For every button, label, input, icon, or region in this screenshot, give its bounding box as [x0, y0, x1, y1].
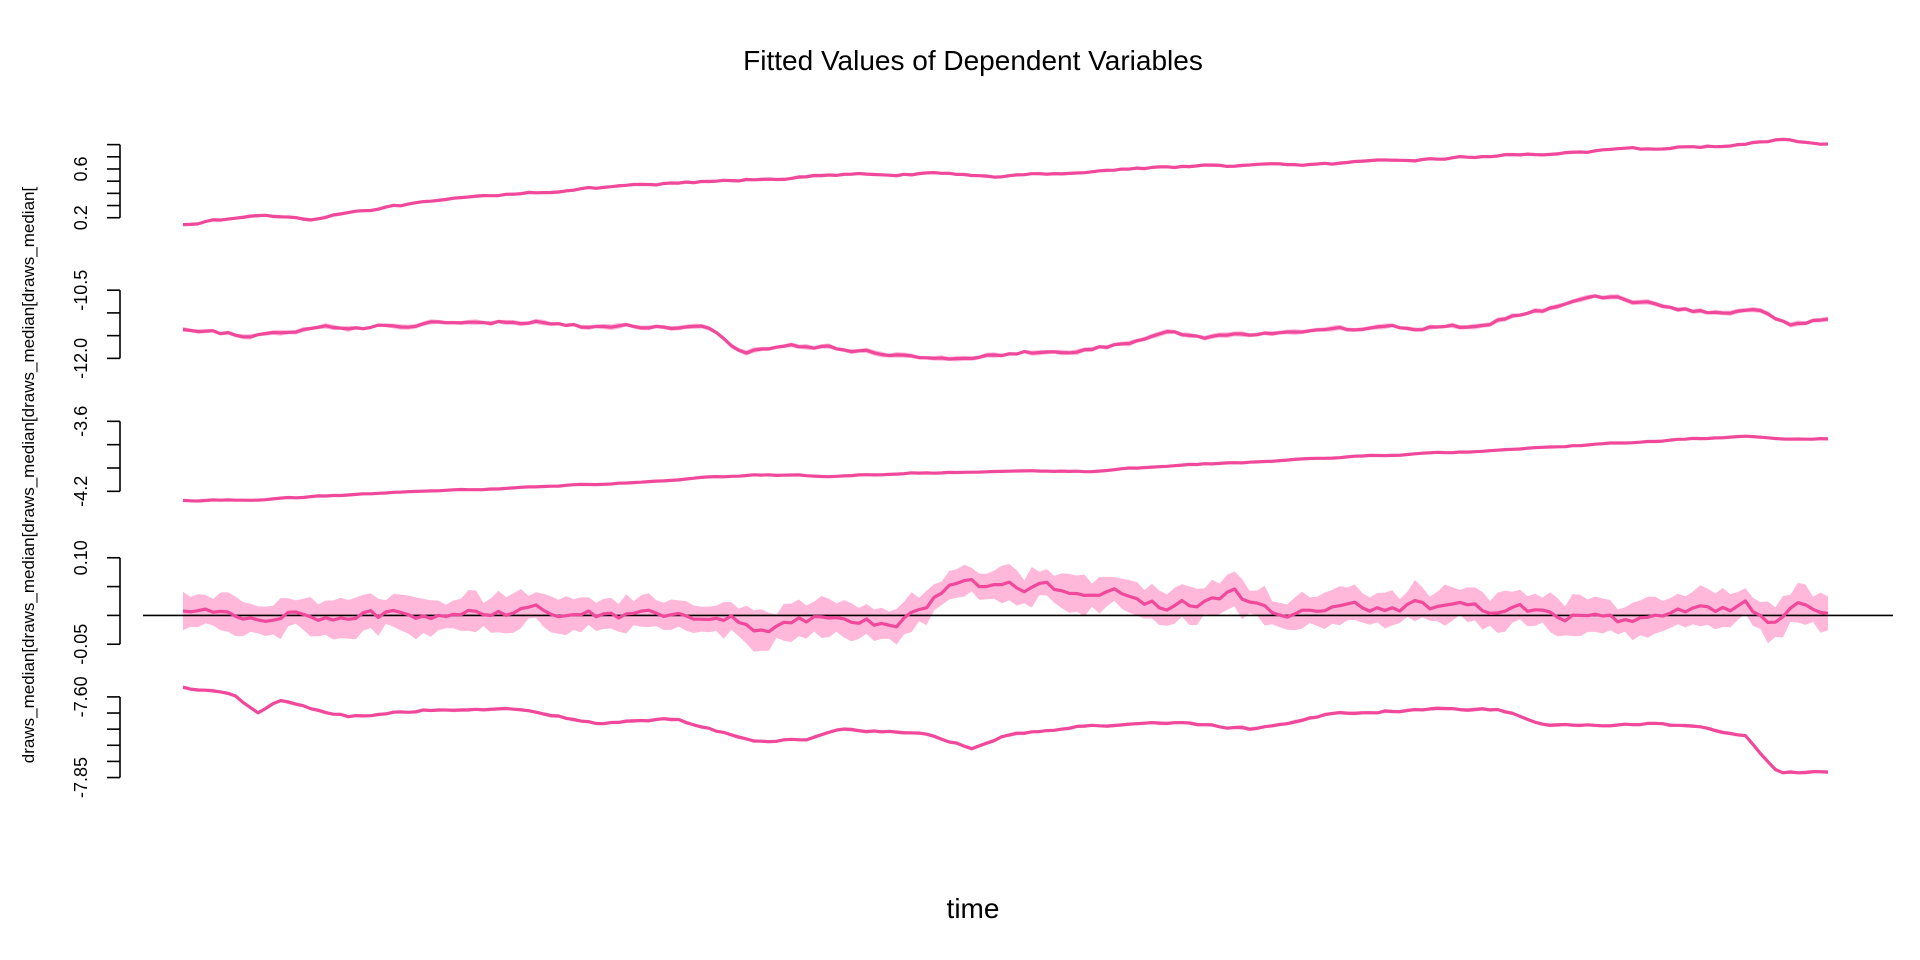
panel-4: -0.05 0.10 [71, 540, 1893, 665]
panel-2-credible-band [183, 294, 1828, 362]
panel-3: -4.2 -3.6 [71, 406, 1829, 507]
panel-3-median-line [182, 434, 1829, 503]
panel-4-y-tick-label: -0.05 [71, 624, 91, 665]
x-axis-label: time [947, 893, 1000, 924]
panel-4-y-tick-label: 0.10 [71, 540, 91, 575]
panel-2-y-tick-label: -10.5 [71, 270, 91, 311]
panel-2-median-line [182, 294, 1829, 361]
panel-5: -7.85 -7.60 [71, 676, 1829, 798]
panel-4-credible-band [183, 564, 1828, 652]
panel-3-y-tick-label: -4.2 [71, 476, 91, 507]
panel-2-y-tick-label: -12.0 [71, 338, 91, 379]
y-axis-label: draws_median[draws_median[draws_median[d… [19, 187, 38, 764]
panel-5-credible-band [183, 685, 1828, 775]
panel-1-y-tick-label: 0.2 [71, 205, 91, 230]
panel-5-median-line [182, 685, 1829, 775]
panel-2: -12.0 -10.5 [71, 270, 1829, 379]
panel-4-median-line [182, 577, 1829, 634]
panel-1: 0.2 0.6 [71, 137, 1829, 230]
panel-5-y-tick-label: -7.60 [71, 676, 91, 717]
panel-5-y-tick-label: -7.85 [71, 757, 91, 798]
panel-1-median-line [182, 137, 1829, 227]
panels-group: 0.20.6-12.0-10.5-4.2-3.6-0.050.10-7.85-7… [71, 137, 1893, 798]
panel-1-y-tick-label: 0.6 [71, 156, 91, 181]
panel-3-y-tick-label: -3.6 [71, 406, 91, 437]
chart-title: Fitted Values of Dependent Variables [743, 45, 1203, 76]
